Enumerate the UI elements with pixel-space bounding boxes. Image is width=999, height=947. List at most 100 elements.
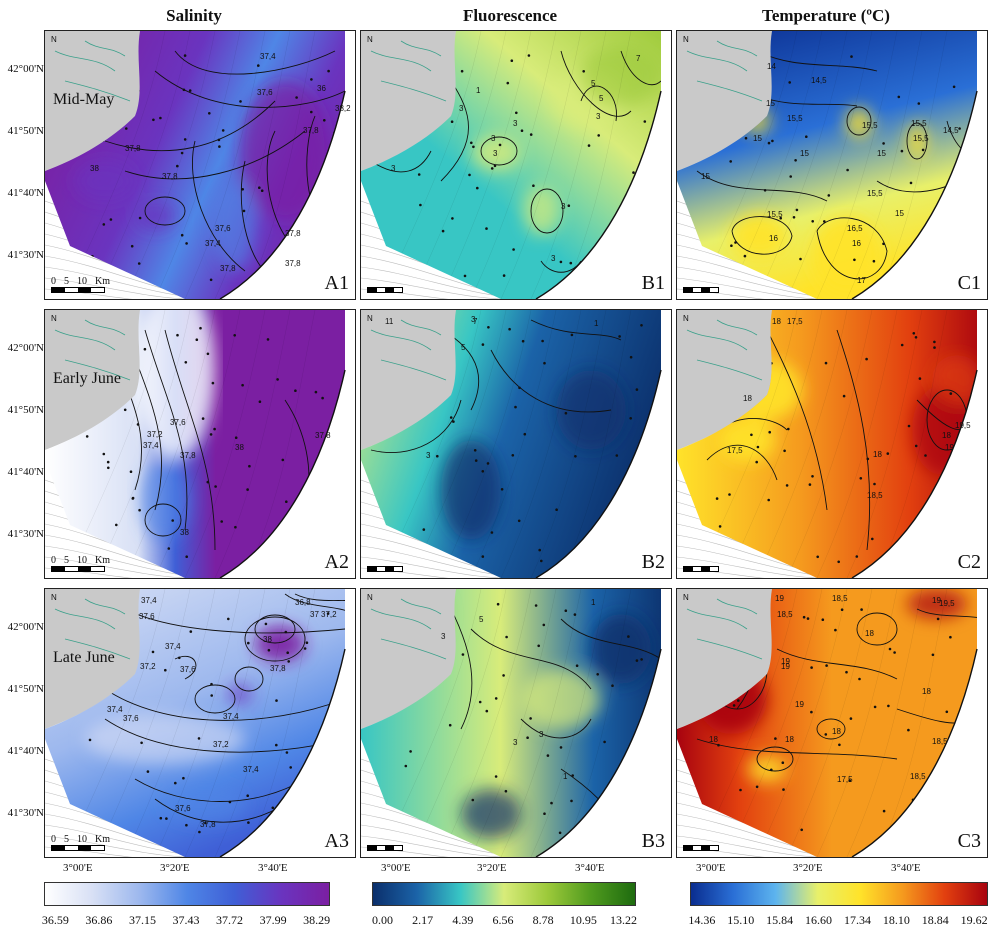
colorbar-tick-label: 14.36 — [688, 913, 716, 927]
colorbar-tick-label: 37.99 — [259, 913, 287, 927]
sampling-station — [858, 677, 861, 681]
sampling-station — [185, 823, 188, 827]
sampling-station — [295, 96, 298, 99]
sampling-station — [504, 789, 508, 793]
sampling-station — [258, 400, 262, 403]
sampling-station — [310, 110, 313, 114]
sampling-station — [767, 498, 770, 502]
sampling-station — [559, 746, 563, 749]
sampling-station — [882, 242, 885, 246]
sampling-station — [583, 273, 586, 276]
sampling-station — [802, 615, 806, 619]
sampling-station — [918, 377, 922, 380]
sampling-station — [286, 651, 289, 654]
contour-label: 37,2 — [321, 610, 337, 619]
sampling-station — [595, 542, 599, 546]
sampling-station — [872, 259, 876, 263]
lat-label: 41°50'N — [7, 404, 44, 416]
sampling-station — [543, 361, 546, 365]
contour-label: 3 — [471, 315, 476, 324]
contour-label: 5 — [461, 343, 466, 352]
contour-label: 17 — [857, 276, 866, 285]
contour-line — [620, 50, 661, 86]
sampling-station — [774, 737, 777, 740]
contour-label: 19 — [781, 657, 790, 666]
land-area — [361, 589, 461, 729]
salinity-colorbar — [44, 882, 330, 906]
sampling-station — [209, 433, 213, 436]
sampling-station — [543, 812, 546, 815]
map-svg: 18 17,5 18 17,5 18 18 18,5 19 19,5 — [677, 310, 978, 578]
contour-label: 19,5 — [955, 421, 971, 430]
sampling-station — [227, 617, 230, 621]
sampling-station — [220, 520, 223, 523]
map-panel-b1: 1 3 3 3 5 3 3 3 3 5 7 3 N B1 — [360, 30, 672, 300]
contour-label: 37,4 — [223, 712, 239, 721]
sampling-station — [787, 427, 790, 431]
sampling-station — [729, 160, 732, 163]
north-arrow-icon: N — [683, 593, 689, 602]
sampling-station — [728, 493, 731, 496]
sampling-station — [808, 483, 812, 486]
sampling-station — [159, 816, 163, 820]
lat-label: 42°00'N — [7, 342, 44, 354]
sampling-station — [284, 630, 288, 634]
sampling-station — [913, 279, 916, 283]
sampling-station — [611, 684, 614, 687]
map-svg: 37,2 37,4 37,6 37,8 38 37,8 38 — [45, 310, 346, 578]
sampling-station — [234, 436, 238, 439]
contour-label: 15,5 — [862, 121, 878, 130]
contour-label: 37,4 — [141, 596, 157, 605]
sampling-station — [137, 262, 141, 265]
sampling-station — [185, 555, 188, 558]
sampling-station — [88, 738, 92, 742]
contour-line — [816, 217, 888, 280]
scale-bar: 0 5 10 Km — [51, 834, 110, 851]
contour-label: 1 — [476, 86, 481, 95]
map-svg: 1 3 3 3 5 3 3 3 3 5 7 3 — [361, 31, 662, 299]
sampling-station — [496, 602, 500, 606]
scale-bar — [367, 845, 403, 851]
sampling-station — [214, 485, 217, 488]
sampling-station — [811, 475, 814, 478]
sampling-station — [629, 355, 633, 359]
sampling-station — [470, 141, 473, 145]
sampling-station — [933, 340, 936, 344]
contour-label: 38 — [180, 528, 189, 537]
sampling-station — [866, 457, 870, 461]
sampling-station — [494, 697, 498, 700]
period-label: Mid-May — [53, 91, 115, 108]
sampling-station — [887, 704, 890, 708]
sampling-station — [246, 794, 249, 797]
panel-label: A2 — [324, 551, 349, 573]
sampling-station — [287, 517, 290, 521]
sampling-station — [140, 741, 143, 745]
sampling-station — [873, 482, 876, 486]
column-title-temperature: Temperature (ºC) — [762, 6, 890, 25]
contour-label: 18 — [922, 687, 931, 696]
contour-line — [906, 122, 928, 160]
contour-label: 18,5 — [777, 610, 793, 619]
sampling-station — [152, 118, 155, 122]
contour-line — [144, 329, 188, 531]
north-arrow-icon: N — [367, 593, 373, 602]
contour-label: 18 — [785, 735, 794, 744]
map-panel-b2: 11 7 5 3 1 3 N B2 — [360, 309, 672, 579]
period-label: Late June — [53, 649, 115, 666]
sampling-station — [198, 830, 201, 834]
sampling-station — [873, 705, 877, 709]
sampling-station — [909, 181, 913, 185]
sampling-station — [403, 541, 407, 545]
sampling-station — [201, 417, 205, 420]
sampling-station — [564, 411, 568, 415]
contour-label: 7 — [473, 317, 478, 326]
contour-label: 37,4 — [165, 642, 181, 651]
lat-label: 41°40'N — [7, 466, 44, 478]
contour-label: 3 — [561, 202, 566, 211]
sampling-station — [897, 95, 901, 99]
sampling-station — [732, 704, 736, 707]
sampling-station — [888, 647, 892, 651]
contour-label: 3 — [493, 149, 498, 158]
contour-line — [124, 130, 306, 180]
sampling-station — [743, 254, 747, 258]
